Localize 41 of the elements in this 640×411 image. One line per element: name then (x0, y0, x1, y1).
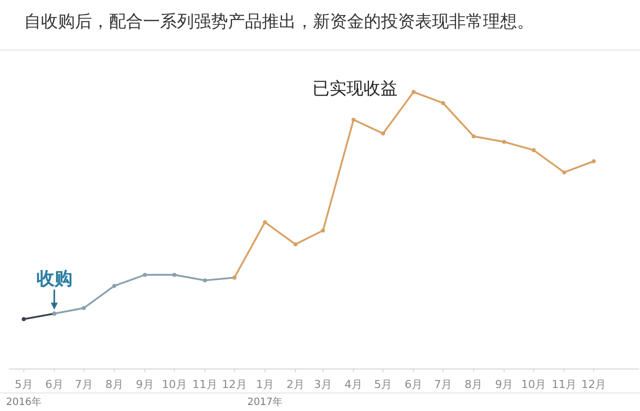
point (532, 148, 536, 152)
x-tick-label: 1月 2017年 (247, 378, 283, 408)
point (112, 284, 116, 288)
point (321, 228, 326, 232)
x-tick-label: 11月 (192, 378, 218, 391)
x-tick-label: 3月 (314, 378, 332, 391)
x-tick-label: 7月 (434, 378, 452, 391)
x-tick-label: 9月 (495, 378, 514, 391)
x-tick-label: 10月 (162, 378, 187, 391)
point (502, 140, 506, 144)
point (352, 118, 356, 122)
x-tick-label: 9月 (136, 378, 154, 391)
point (592, 159, 596, 164)
x-tick-label: 6月 (404, 378, 423, 391)
annotation: 收购 (36, 268, 72, 290)
x-tick-label: 5月 (374, 378, 392, 391)
point (381, 132, 386, 136)
point (172, 272, 176, 277)
point (293, 242, 298, 246)
x-tick-label: 4月 (344, 378, 363, 391)
series-label: 已实现收益 (312, 79, 398, 99)
x-tick-label: 12月 (581, 378, 606, 391)
x-tick-label: 6月 (45, 378, 64, 391)
point (262, 220, 267, 224)
chart-title: 自收购后，配合一系列强势产品推出，新资金的投资表现非常理想。 (24, 12, 534, 32)
x-tick-label: 2月 (286, 378, 304, 391)
x-tick-label: 11月 (552, 378, 577, 391)
point (22, 317, 26, 322)
x-tick-label: 10月 (521, 378, 546, 391)
x-tick-label: 7月 (74, 378, 93, 391)
x-tick-label: 5月 2016年 (6, 378, 42, 408)
x-tick-label: 8月 (105, 378, 124, 391)
point (472, 134, 476, 138)
point (142, 272, 147, 277)
point (441, 101, 446, 106)
x-tick-label: 12月 (222, 378, 247, 391)
point (82, 306, 86, 310)
point (562, 170, 566, 174)
point (202, 278, 207, 282)
point (412, 90, 416, 94)
x-tick-label: 8月 (464, 378, 483, 391)
